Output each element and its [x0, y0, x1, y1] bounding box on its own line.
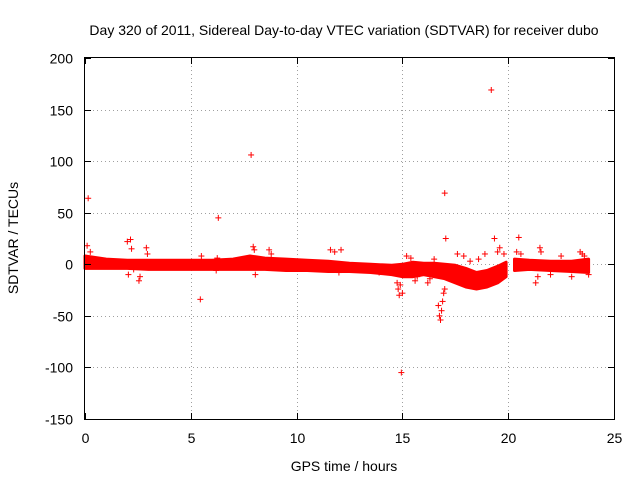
data-point	[144, 250, 151, 257]
chart-title: Day 320 of 2011, Sidereal Day-to-day VTE…	[89, 22, 598, 38]
data-point	[494, 248, 501, 255]
data-point	[137, 273, 144, 280]
data-point	[435, 302, 442, 309]
y-tick-label: -50	[53, 309, 73, 325]
data-point	[248, 151, 255, 158]
y-tick-label: 200	[50, 51, 74, 67]
x-axis-label: GPS time / hours	[291, 458, 398, 474]
data-point	[515, 234, 522, 241]
data-point	[87, 248, 94, 255]
data-point	[85, 195, 92, 202]
data-point	[437, 316, 444, 323]
data-point	[395, 286, 402, 293]
data-point	[399, 290, 406, 297]
data-point	[335, 269, 342, 276]
grid-lines	[85, 58, 614, 419]
data-point	[534, 273, 541, 280]
dense-point-cloud	[513, 257, 591, 274]
data-point	[268, 250, 275, 257]
x-tick-label: 15	[395, 430, 411, 446]
data-point	[397, 281, 404, 288]
data-point	[125, 271, 132, 278]
dense-point-cloud	[83, 254, 508, 291]
y-tick-label: 100	[50, 154, 74, 170]
data-point	[488, 86, 495, 93]
axis-ticks: 0 5 10 15 20 25 -150 -100 -50 0 50 100 150 200	[45, 51, 623, 447]
y-tick-label: 150	[50, 103, 74, 119]
data-point	[475, 256, 482, 263]
data-point	[440, 290, 447, 297]
data-point	[376, 269, 383, 276]
data-point	[124, 238, 131, 245]
x-tick-label: 10	[290, 430, 306, 446]
plot-frame	[84, 57, 615, 420]
x-tick-label: 0	[82, 430, 90, 446]
data-point	[84, 242, 91, 249]
data-point	[441, 190, 448, 197]
data-point	[327, 246, 334, 253]
data-point	[198, 253, 205, 260]
x-tick-label: 20	[501, 430, 517, 446]
data-point	[558, 253, 565, 260]
data-point	[467, 258, 474, 265]
data-point	[500, 250, 507, 257]
data-point	[250, 243, 257, 250]
data-point	[491, 235, 498, 242]
data-point	[513, 248, 520, 255]
data-point	[532, 279, 539, 286]
data-point	[441, 286, 448, 293]
data-point	[338, 246, 345, 253]
data-point	[130, 266, 137, 273]
data-point	[496, 244, 503, 251]
data-point	[407, 255, 414, 262]
y-axis-label: SDTVAR / TECUs	[5, 182, 21, 294]
data-point	[396, 292, 403, 299]
y-tick-label: 50	[57, 206, 73, 222]
data-point	[251, 246, 258, 253]
data-point	[460, 253, 467, 260]
data-point	[412, 277, 419, 284]
data-point	[414, 273, 421, 280]
data-point	[583, 267, 590, 274]
y-tick-label: -150	[45, 412, 73, 428]
data-point	[444, 267, 451, 274]
data-point	[213, 267, 220, 274]
y-tick-label: -100	[45, 360, 73, 376]
y-tick-label: 0	[65, 257, 73, 273]
data-point	[536, 244, 543, 251]
data-point	[252, 271, 259, 278]
data-point	[537, 248, 544, 255]
data-point	[424, 279, 431, 286]
data-point	[454, 250, 461, 257]
data-point	[143, 244, 150, 251]
data-point	[215, 214, 222, 221]
data-point	[214, 255, 221, 262]
data-points	[84, 86, 592, 376]
data-point	[442, 235, 449, 242]
data-point	[431, 256, 438, 263]
data-point	[481, 250, 488, 257]
data-point	[403, 253, 410, 260]
data-point	[426, 275, 433, 282]
data-point	[127, 236, 134, 243]
data-point	[398, 369, 405, 376]
data-point	[394, 279, 401, 286]
x-tick-label: 25	[607, 430, 623, 446]
data-point	[135, 277, 142, 284]
data-point	[439, 298, 446, 305]
data-point	[581, 253, 588, 260]
data-point	[517, 250, 524, 257]
data-point	[197, 296, 204, 303]
data-point	[547, 271, 554, 278]
data-point	[128, 245, 135, 252]
data-point	[331, 248, 338, 255]
data-point	[266, 246, 273, 253]
data-point	[436, 312, 443, 319]
x-tick-label: 5	[188, 430, 196, 446]
data-point	[438, 307, 445, 314]
data-point	[361, 267, 368, 274]
data-point	[585, 271, 592, 278]
data-point	[568, 273, 575, 280]
